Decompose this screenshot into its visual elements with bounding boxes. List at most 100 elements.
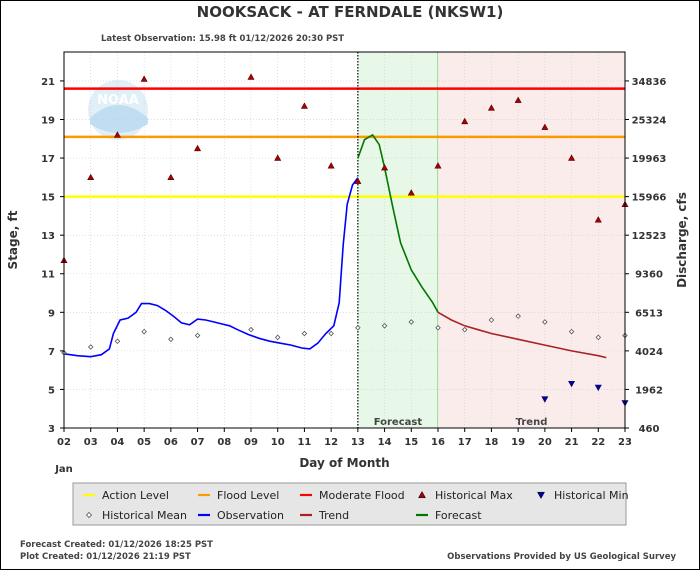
x-tick-label: 13 [351, 437, 365, 448]
y-axis-title: Stage, ft [6, 210, 20, 269]
svg-text:NOAA: NOAA [97, 93, 139, 108]
legend-moderate-flood-label: Moderate Flood [319, 489, 405, 502]
historical-max-point [487, 104, 495, 111]
historical-mean-point [595, 334, 602, 341]
historical-mean-point [328, 330, 334, 337]
legend-trend-label: Trend [318, 509, 349, 522]
historical-mean-point [301, 330, 308, 337]
x-tick-label: 15 [404, 437, 418, 448]
x-tick-label: 23 [618, 437, 632, 448]
historical-mean-point [194, 332, 201, 339]
region-label-forecast: Forecast [374, 417, 423, 428]
legend-historical-max-label: Historical Max [435, 489, 513, 502]
historical-mean-point [168, 336, 174, 343]
y2-tick-label: 34836 [632, 77, 667, 88]
historical-min-point [568, 380, 576, 388]
x-tick-label: 03 [84, 437, 98, 448]
historical-max-point [247, 73, 255, 80]
region-trend [438, 52, 625, 428]
region-label-trend: Trend [516, 417, 548, 428]
series-forecast [357, 133, 439, 313]
x-tick-label: 22 [591, 437, 605, 448]
chart-title: NOOKSACK - AT FERNDALE (NKSW1) [196, 3, 504, 21]
y2-tick-label: 25324 [632, 115, 667, 126]
legend-historical-min-swatch [537, 491, 545, 500]
plot-border [63, 51, 626, 429]
x-tick-label: 02 [57, 437, 71, 448]
historical-max-point [327, 162, 335, 169]
y-tick-label: 3 [48, 424, 55, 435]
x-tick-label: 20 [538, 437, 552, 448]
x-tick-label: 19 [511, 437, 525, 448]
x-tick-label: 17 [458, 437, 472, 448]
y2-tick-label: 19963 [632, 154, 667, 165]
y-tick-label: 17 [41, 154, 55, 165]
x-tick-label: 11 [297, 437, 311, 448]
historical-max-point [300, 102, 308, 109]
historical-max-point [274, 154, 282, 161]
y-tick-label: 19 [41, 115, 55, 126]
y-tick-label: 7 [48, 347, 55, 358]
historical-mean-point [488, 317, 495, 323]
x-tick-label: 18 [484, 437, 498, 448]
historical-mean-point [114, 338, 121, 344]
y2-tick-label: 1962 [635, 385, 663, 396]
legend-forecast-label: Forecast [435, 509, 482, 522]
historical-max-point [461, 117, 469, 125]
x-tick-label: 12 [324, 437, 338, 448]
x-tick-label: 21 [565, 437, 579, 448]
historical-max-point [514, 96, 522, 103]
legend-action-level-label: Action Level [102, 489, 169, 502]
historical-max-point [407, 189, 415, 196]
historical-mean-point [461, 326, 468, 333]
x-tick-label: 09 [244, 437, 258, 448]
historical-mean-point [542, 319, 548, 325]
historical-max-point [354, 177, 362, 184]
historical-max-point [541, 123, 549, 130]
y2-tick-label: 6513 [635, 308, 663, 319]
y2-tick-label: 15966 [632, 193, 667, 204]
latest-observation: Latest Observation: 15.98 ft 01/12/2026 … [101, 34, 345, 44]
y2-tick-label: 4024 [635, 347, 663, 358]
historical-min-point [594, 384, 602, 392]
x-tick-label: 05 [137, 437, 151, 448]
legend-box [72, 482, 627, 526]
historical-mean-point [515, 313, 521, 319]
historical-max-point [434, 162, 442, 169]
y-tick-label: 5 [48, 385, 55, 396]
historical-mean-point [568, 328, 575, 335]
historical-max-point [381, 164, 389, 171]
region-forecast [357, 52, 438, 428]
y2-axis-title: Discharge, cfs [675, 192, 689, 288]
historical-mean-point [87, 344, 94, 350]
y-tick-label: 21 [41, 77, 55, 88]
x-tick-label: 14 [378, 437, 392, 448]
historical-mean-point [248, 326, 254, 333]
legend-historical-min-label: Historical Min [554, 489, 629, 502]
x-tick-label: 04 [110, 437, 124, 448]
y2-tick-label: 9360 [635, 270, 663, 281]
plot-created: Plot Created: 01/12/2026 21:19 PST [20, 552, 191, 562]
x-tick-label: 10 [271, 437, 285, 448]
noaa-logo: NOAA [88, 80, 148, 140]
series-observation [63, 177, 359, 358]
historical-mean-point [141, 328, 147, 335]
legend-observation-label: Observation [217, 509, 284, 522]
x-month-label: Jan [54, 464, 73, 475]
historical-max-point [167, 173, 175, 181]
historical-max-point [113, 131, 121, 138]
y-tick-label: 15 [41, 193, 55, 204]
historical-mean-point [355, 324, 361, 331]
x-tick-label: 07 [191, 437, 205, 448]
y2-tick-label: 460 [639, 424, 660, 435]
historical-max-point [568, 154, 576, 161]
x-tick-label: 08 [217, 437, 231, 448]
y-tick-label: 11 [41, 270, 55, 281]
historical-max-point [140, 75, 148, 82]
legend-historical-max-swatch [418, 490, 426, 499]
legend-historical-mean-label: Historical Mean [102, 509, 187, 522]
historical-mean-point [381, 323, 388, 329]
y-tick-label: 9 [48, 308, 55, 319]
historical-min-point [541, 396, 549, 403]
